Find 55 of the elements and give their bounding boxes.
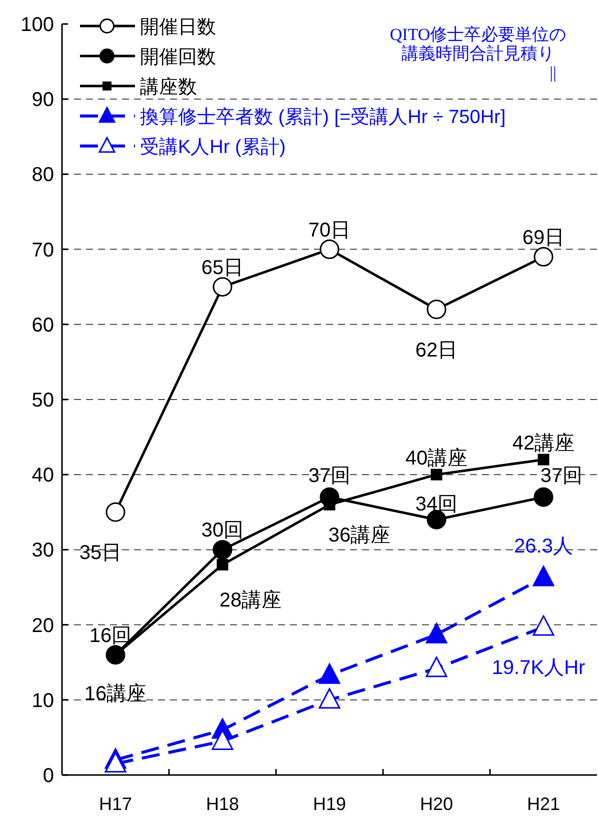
point <box>538 454 550 466</box>
data-label: 37回 <box>308 465 351 488</box>
y-tick-label: 60 <box>32 314 54 336</box>
point <box>320 240 340 260</box>
annotation: || <box>550 63 556 82</box>
point <box>426 622 448 644</box>
y-tick-label: 80 <box>32 164 54 186</box>
x-tick-label: H17 <box>98 794 132 814</box>
legend-label: 開催日数 <box>140 17 216 38</box>
point <box>212 277 232 297</box>
point <box>430 468 442 480</box>
y-tick-label: 0 <box>42 765 54 787</box>
y-tick-label: 100 <box>20 14 54 36</box>
point <box>216 558 228 570</box>
point <box>532 566 554 586</box>
data-label: 70日 <box>308 219 351 242</box>
data-label: 36講座 <box>328 524 391 547</box>
annotation: 講義時間合計見積り <box>402 44 554 63</box>
data-label: 34回 <box>415 494 458 516</box>
x-tick-label: H19 <box>312 794 346 814</box>
data-label: 69日 <box>522 226 565 249</box>
y-tick-label: 90 <box>32 89 54 112</box>
x-tick-label: H21 <box>526 794 560 814</box>
data-label: 35日 <box>79 542 122 564</box>
x-tick-label: H18 <box>206 794 240 814</box>
legend-label: 受講K人Hr (累計) <box>140 137 286 158</box>
point <box>534 247 554 267</box>
point <box>106 502 126 522</box>
data-label: 16回 <box>89 624 132 647</box>
data-label: 19.7K人Hr <box>492 657 586 680</box>
point <box>532 615 554 636</box>
data-label: 28講座 <box>219 590 282 612</box>
point <box>534 487 554 507</box>
y-tick-label: 70 <box>32 239 54 262</box>
y-tick-label: 40 <box>32 464 54 487</box>
data-label: 62日 <box>415 339 458 362</box>
point <box>426 300 446 320</box>
data-label: 30回 <box>201 520 244 542</box>
point <box>318 663 340 684</box>
x-tick-label: H20 <box>420 794 454 814</box>
y-tick-label: 30 <box>32 540 54 562</box>
data-label: 40講座 <box>405 448 468 470</box>
point <box>318 688 340 709</box>
y-tick-label: 20 <box>32 614 54 637</box>
legend-label: 開催回数 <box>140 47 216 68</box>
y-tick-label: 50 <box>32 390 54 412</box>
legend-label: 換算修士卒者数 (累計) [=受講人Hr ÷ 750Hr] <box>140 106 506 128</box>
legend-label: 講座数 <box>140 76 197 98</box>
data-label: 16講座 <box>84 682 147 705</box>
data-label: 42講座 <box>512 432 575 455</box>
point <box>426 656 448 678</box>
data-label: 65日 <box>201 256 244 279</box>
annotation: QITO修士卒必要単位の <box>390 25 566 44</box>
point <box>212 540 232 560</box>
y-tick-label: 10 <box>32 690 54 712</box>
